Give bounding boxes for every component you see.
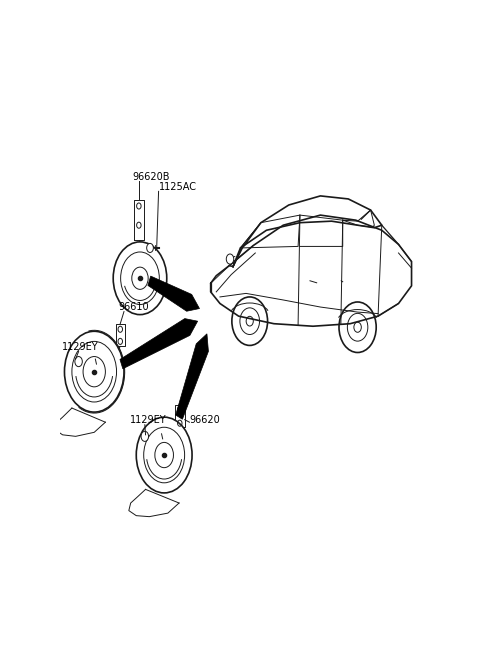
Polygon shape [148,276,200,311]
Text: 96620: 96620 [190,415,220,425]
Circle shape [147,243,154,253]
Text: 96610: 96610 [119,302,149,312]
Circle shape [132,267,148,289]
Circle shape [141,431,148,441]
Circle shape [64,331,124,412]
Text: 1125AC: 1125AC [158,182,197,192]
Polygon shape [120,319,198,369]
Polygon shape [176,334,208,419]
Circle shape [136,417,192,493]
Text: 96620B: 96620B [132,172,170,182]
Circle shape [75,357,83,367]
Circle shape [226,254,234,264]
Text: 1129EY: 1129EY [130,415,167,425]
Circle shape [113,242,167,315]
Text: 1129EY: 1129EY [62,342,98,352]
